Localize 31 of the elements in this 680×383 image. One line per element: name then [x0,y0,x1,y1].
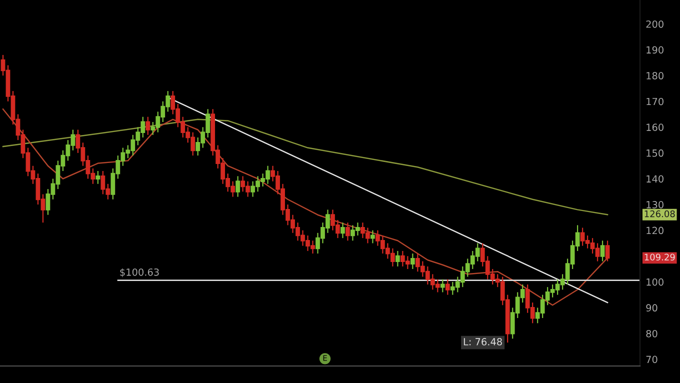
y-tick-label: 130 [646,201,664,208]
candlestick [370,230,375,244]
y-tick-label: 180 [646,72,664,80]
candlestick [346,222,350,242]
y-tick-label: 100 [646,278,664,286]
candlestick [410,252,415,270]
candlestick [236,176,240,198]
line-series [2,118,608,216]
line-series [2,108,608,306]
candlestick [440,278,445,293]
y-tick-label: 190 [646,46,664,54]
candlestick [96,170,100,184]
candlestick [605,240,610,262]
y-tick-label: 160 [646,124,664,131]
candlestick [445,278,450,296]
y-tick-label: 170 [646,98,664,106]
candlestick [395,250,400,267]
annotation: L: 76.48 [464,338,502,346]
candlestick [600,240,605,262]
candlestick [146,116,150,136]
candlestick [340,222,345,239]
y-tick-label: 80 [646,330,658,338]
y-tick-label: 140 [646,175,664,183]
ref-line-label: $100.63 [120,268,159,278]
text: 109.29 [644,254,675,261]
y-tick-label: 200 [646,20,664,28]
y-tick-label: 70 [646,356,658,364]
text: 126.08 [644,210,675,218]
y-tick-label: 90 [646,304,658,312]
y-tick-label: 120 [646,226,664,234]
y-tick-label: 150 [646,149,664,157]
